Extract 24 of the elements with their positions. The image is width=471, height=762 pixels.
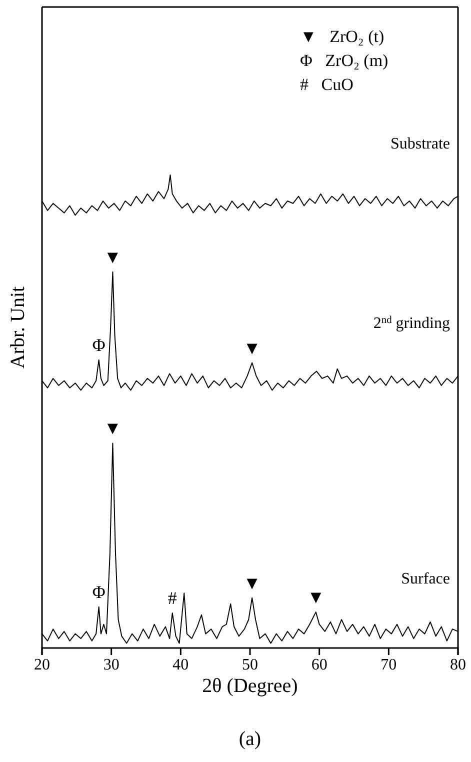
annotation: Φ (92, 334, 106, 355)
text: Surface (401, 570, 450, 588)
x-axis-title: 2θ (Degree) (202, 675, 298, 697)
text: (a) (238, 728, 262, 750)
x-tick-label: 40 (172, 656, 189, 674)
x-tick-label: 20 (34, 656, 50, 674)
annotation: ▼ (104, 246, 122, 267)
text: # CuO (300, 75, 354, 94)
x-tick-label: 30 (103, 656, 120, 674)
text: 2$^{nd}$ grinding (373, 314, 450, 332)
x-tick-label: 50 (242, 656, 258, 674)
annotation: Φ (92, 582, 106, 602)
x-tick-label: 70 (380, 656, 397, 674)
text: Substrate (390, 135, 450, 152)
y-axis-title: Arbr. Unit (7, 286, 29, 369)
annotation: ▼ (243, 338, 261, 358)
text: ▼ ZrO₂ (t) (300, 27, 384, 46)
annotation: # (168, 588, 177, 608)
x-tick-label: 60 (311, 656, 328, 674)
annotation: ▼ (104, 418, 122, 438)
text: Φ ZrO₂ (m) (300, 51, 388, 70)
annotation: ▼ (306, 587, 325, 608)
annotation: ▼ (243, 572, 261, 593)
x-tick-label: 80 (450, 656, 466, 674)
